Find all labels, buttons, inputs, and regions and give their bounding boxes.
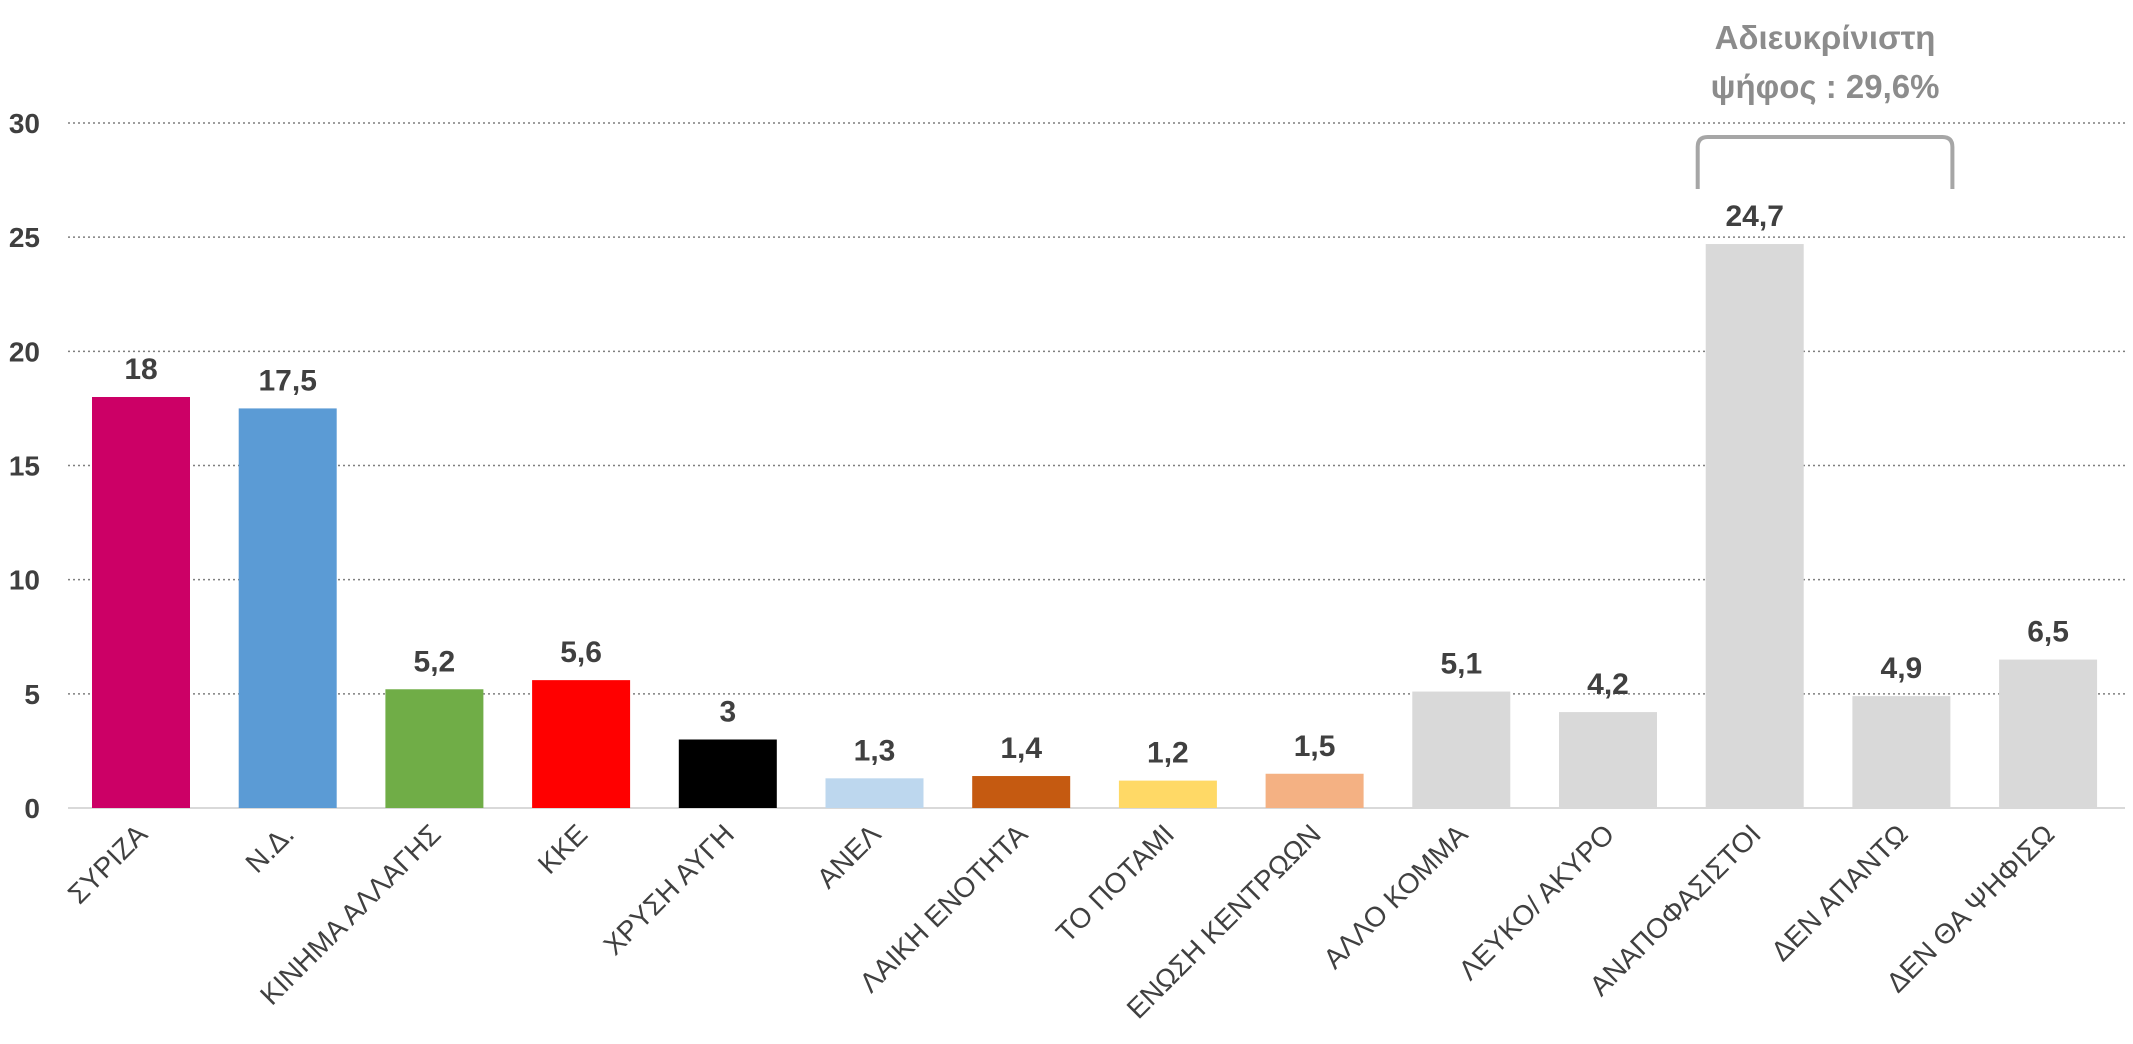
y-tick-label: 30 <box>9 108 40 139</box>
category-label: ΛΕΥΚΟ/ ΑΚΥΡΟ <box>1453 818 1621 986</box>
bar <box>825 778 924 808</box>
value-label: 18 <box>124 353 157 386</box>
value-label: 5,2 <box>414 645 456 678</box>
y-tick-label: 5 <box>24 679 40 710</box>
bar <box>1118 780 1217 808</box>
y-axis-ticks: 0 5 10 15 20 25 30 <box>9 108 40 824</box>
y-tick-label: 10 <box>9 565 40 596</box>
bar <box>1559 712 1657 808</box>
category-labels: ΣΥΡΙΖΑ Ν.Δ.ΚΙΝΗΜΑ ΑΛΛΑΓΗΣ ΚΚΕ ΧΡΥΣΗ ΑΥΓΗ ΑΝΕ… <box>62 818 2060 1024</box>
bar <box>972 776 1071 808</box>
bar <box>1412 691 1511 808</box>
value-label: 3 <box>719 696 736 729</box>
value-label: 5,1 <box>1440 648 1482 681</box>
category-label: Ν.Δ. <box>239 818 299 878</box>
bar <box>678 739 777 808</box>
value-label: 4,2 <box>1587 668 1629 701</box>
y-tick-label: 0 <box>24 793 40 824</box>
y-tick-label: 15 <box>9 451 40 482</box>
annotation-line-2: ψήφος : 29,6% <box>1711 68 1940 105</box>
value-labels: 18 17,5 5,2 5,6 3 1,3 1,4 1,2 1,5 5,1 4,2 24,7 4,9 6,… <box>124 200 2069 770</box>
bar <box>1999 659 2098 808</box>
category-label: ΧΡΥΣΗ ΑΥΓΗ <box>597 818 740 961</box>
value-label: 1,5 <box>1294 730 1336 763</box>
value-label: 1,4 <box>1000 732 1042 765</box>
bar <box>532 680 631 808</box>
value-label: 17,5 <box>259 364 317 397</box>
category-label: ΑΛΛΟ ΚΟΜΜΑ <box>1317 818 1473 974</box>
bar <box>1265 773 1364 808</box>
bar <box>1705 244 1804 808</box>
bar <box>385 689 484 808</box>
bar <box>1852 696 1951 808</box>
category-label: ΑΝΕΛ <box>811 818 887 894</box>
value-label: 1,3 <box>854 734 896 767</box>
value-label: 4,9 <box>1881 652 1923 685</box>
y-tick-label: 25 <box>9 222 40 253</box>
gridlines <box>68 122 2125 809</box>
category-label: ΤΟ ΠΟΤΑΜΙ <box>1050 818 1180 948</box>
value-label: 6,5 <box>2027 616 2069 649</box>
annotation-line-1: Αδιευκρίνιστη <box>1715 19 1936 56</box>
bracket-line <box>1695 135 1955 189</box>
category-label: ΔΕΝ ΑΠΑΝΤΩ <box>1765 818 1914 967</box>
bars <box>92 244 2098 808</box>
value-label: 1,2 <box>1147 737 1189 770</box>
bar <box>92 397 190 808</box>
bar <box>238 408 337 808</box>
category-label: ΣΥΡΙΖΑ <box>62 818 154 910</box>
category-label: ΚΚΕ <box>532 818 594 880</box>
value-label: 24,7 <box>1726 200 1784 233</box>
value-label: 5,6 <box>560 636 602 669</box>
annotation-bracket: Αδιευκρίνιστη ψήφος : 29,6% <box>1695 19 1955 189</box>
y-tick-label: 20 <box>9 336 40 367</box>
